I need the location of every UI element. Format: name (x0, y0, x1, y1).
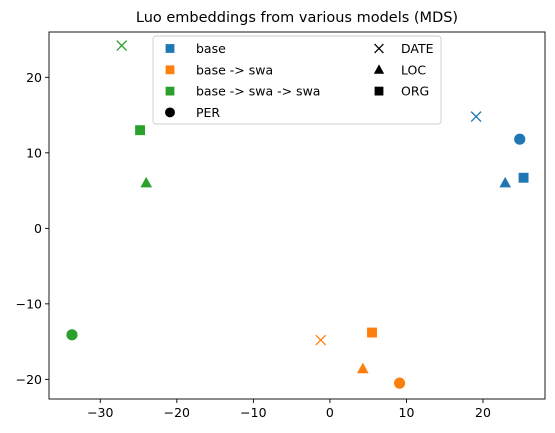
legend-label: LOC (401, 62, 426, 77)
legend-marker (165, 107, 175, 118)
x-stroke (470, 111, 482, 122)
chart-title: Luo embeddings from various models (MDS) (136, 10, 458, 26)
legend-box (152, 35, 442, 125)
point-base-swa-swa-org (135, 125, 146, 136)
point-base-swa-swa-date (116, 40, 128, 52)
point-base-swa-date (315, 334, 327, 346)
point-base-org (518, 172, 529, 183)
legend-label: base -> swa -> swa (196, 84, 320, 99)
y-tick-label: 20 (26, 70, 42, 85)
legend-marker (374, 86, 384, 96)
legend-marker (374, 43, 384, 54)
x-tick-label: 0 (326, 405, 334, 420)
legend-label: ORG (401, 84, 429, 99)
point-base-swa-per (393, 377, 406, 389)
x-tick-label: 20 (475, 405, 491, 420)
point-base-swa-swa-per (66, 329, 78, 341)
x-stroke (315, 334, 327, 346)
legend-marker (165, 44, 175, 53)
point-base-date (470, 111, 482, 122)
x-tick-label: 10 (399, 405, 415, 420)
point-base-loc (499, 176, 512, 188)
y-tick-label: −10 (16, 296, 42, 311)
y-tick-label: −20 (16, 372, 42, 387)
legend-label: base (196, 41, 226, 56)
data-points (66, 40, 529, 389)
y-tick-label: 10 (26, 145, 42, 160)
point-base-per (514, 133, 526, 145)
point-base-swa-loc (357, 362, 369, 374)
legend-label: PER (196, 105, 220, 120)
axes: −30 −20 −10 0 10 20 −20 −10 0 10 20 (16, 31, 546, 420)
legend: base base -> swa base -> swa -> swa PER DATE… (152, 35, 442, 125)
legend-label: DATE (401, 41, 434, 56)
x-tick-label: −10 (240, 405, 266, 420)
point-base-swa-swa-loc (140, 176, 153, 188)
legend-marker (165, 65, 175, 75)
y-tick-label: 0 (34, 221, 42, 236)
x-stroke (374, 43, 384, 54)
plot-frame (48, 31, 546, 400)
x-tick-label: −20 (164, 405, 190, 420)
x-tick-label: −30 (87, 405, 113, 420)
legend-label: base -> swa (196, 62, 273, 77)
x-stroke (116, 40, 128, 52)
legend-marker (373, 64, 385, 74)
point-base-swa-org (367, 327, 377, 338)
legend-marker (165, 86, 175, 96)
